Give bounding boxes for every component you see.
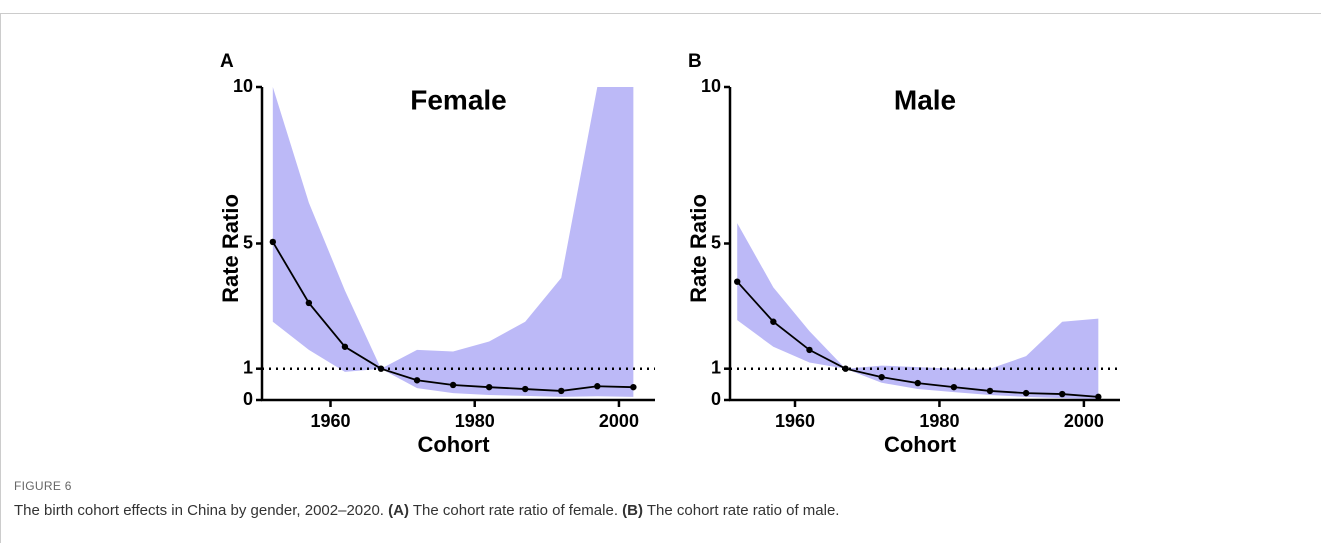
y-axis-label: Rate Ratio bbox=[686, 194, 711, 303]
caption-text: The cohort rate ratio of male. bbox=[642, 502, 840, 519]
point bbox=[305, 299, 313, 307]
point bbox=[377, 365, 385, 372]
y-tick-label: 5 bbox=[711, 232, 721, 252]
point bbox=[914, 379, 921, 387]
point bbox=[986, 387, 994, 395]
y-axis-label: Rate Ratio bbox=[218, 194, 243, 303]
point bbox=[269, 238, 277, 246]
x-tick-label: 2000 bbox=[1064, 411, 1104, 431]
x-tick-label: 1960 bbox=[310, 411, 350, 431]
point bbox=[734, 278, 741, 285]
point bbox=[1059, 390, 1066, 398]
y-tick-label: 1 bbox=[243, 357, 253, 377]
point bbox=[558, 387, 565, 395]
panel-label: A bbox=[220, 51, 234, 72]
panel-title: Male bbox=[894, 84, 956, 115]
y-tick-label: 5 bbox=[243, 232, 253, 252]
x-tick-label: 1980 bbox=[455, 411, 495, 431]
caption: The birth cohort effects in China by gen… bbox=[14, 502, 839, 519]
point bbox=[1095, 393, 1102, 401]
x-axis-label: Cohort bbox=[884, 432, 957, 457]
point bbox=[449, 381, 457, 389]
point bbox=[770, 318, 777, 325]
confidence-band bbox=[737, 223, 1099, 400]
figure-label: FIGURE 6 bbox=[14, 479, 72, 493]
y-tick-label: 0 bbox=[711, 389, 721, 409]
caption-bold: (B) bbox=[622, 502, 643, 519]
point bbox=[806, 346, 813, 354]
point bbox=[842, 365, 849, 372]
point bbox=[950, 383, 958, 391]
y-tick-label: 0 bbox=[243, 389, 253, 409]
point bbox=[878, 373, 885, 381]
point bbox=[522, 385, 529, 393]
point bbox=[594, 383, 601, 390]
x-axis-label: Cohort bbox=[417, 432, 490, 457]
figure-frame bbox=[0, 13, 1321, 543]
point bbox=[1022, 389, 1030, 397]
x-tick-label: 1980 bbox=[919, 411, 959, 431]
y-tick-label: 10 bbox=[233, 76, 253, 96]
x-tick-label: 1960 bbox=[775, 411, 815, 431]
panel-title: Female bbox=[410, 84, 507, 115]
point bbox=[413, 377, 421, 384]
y-tick-label: 1 bbox=[711, 357, 721, 377]
caption-text: The birth cohort effects in China by gen… bbox=[14, 502, 389, 519]
x-tick-label: 2000 bbox=[599, 411, 639, 431]
point bbox=[485, 383, 493, 391]
point bbox=[630, 383, 637, 391]
panel-label: B bbox=[688, 51, 702, 72]
y-tick-label: 10 bbox=[701, 76, 721, 96]
point bbox=[341, 343, 349, 350]
caption-bold: (A) bbox=[388, 502, 409, 519]
caption-text: The cohort rate ratio of female. bbox=[408, 502, 623, 519]
confidence-band bbox=[272, 87, 634, 397]
